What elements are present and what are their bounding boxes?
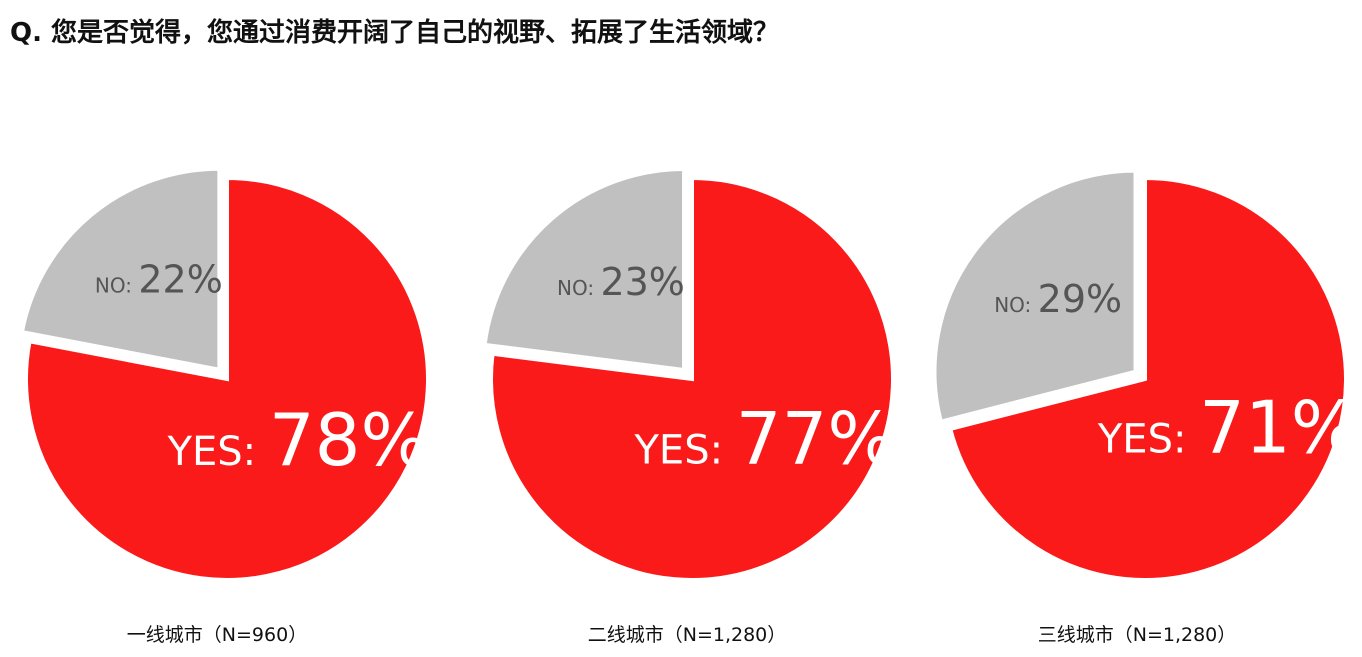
pie-chart-2: YES: 77% NO: 23% <box>482 166 896 582</box>
pie-chart-1: YES: 78% NO: 22% <box>19 166 430 582</box>
no-label: NO: 29% <box>994 277 1122 321</box>
pie-chart-3: YES: 71% NO: 29% <box>932 168 1359 582</box>
yes-label: YES: 71% <box>1097 385 1359 469</box>
no-label: NO: 23% <box>557 260 685 304</box>
pie-slice-yes <box>947 175 1348 582</box>
pie-slice-no <box>482 166 687 373</box>
question-title: Q. 您是否觉得，您通过消费开阔了自己的视野、拓展了生活领域？ <box>10 18 780 48</box>
pie-slice-no <box>932 168 1138 425</box>
pie-slice-yes <box>489 175 895 582</box>
caption-tier3: 三线城市（N=1,280） <box>1037 624 1237 646</box>
yes-label: YES: 77% <box>634 396 896 480</box>
yes-label: YES: 78% <box>167 398 429 482</box>
pie-slice-yes <box>24 175 430 582</box>
no-label: NO: 22% <box>95 258 223 302</box>
caption-tier1: 一线城市（N=960） <box>126 624 308 646</box>
pie-slice-no <box>19 166 222 373</box>
caption-tier2: 二线城市（N=1,280） <box>587 624 787 646</box>
